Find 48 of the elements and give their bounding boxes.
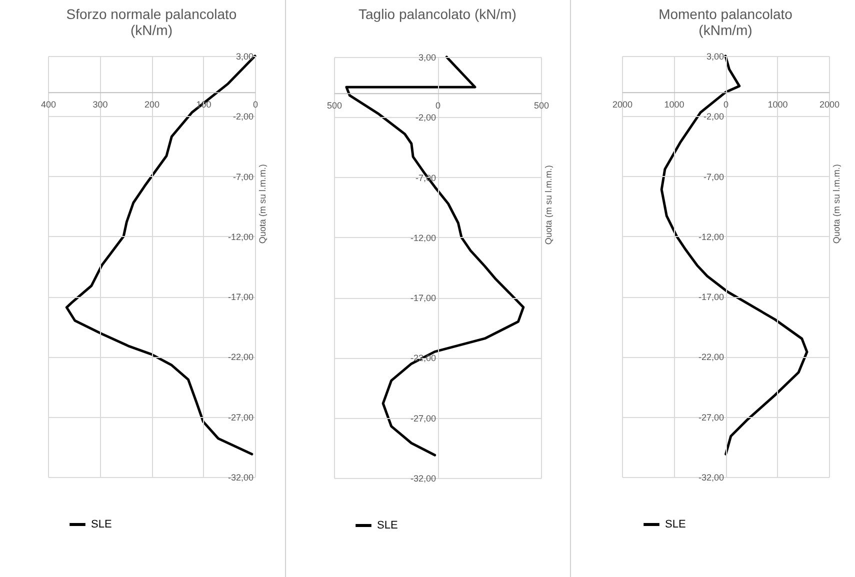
y-tick-label: -32,00 xyxy=(698,472,724,482)
chart-title: Sforzo normale palancolato (kN/m) xyxy=(66,6,237,38)
y-tick-label: -22,00 xyxy=(698,352,724,362)
y-tick-label: -32,00 xyxy=(228,472,254,482)
chart-title: Momento palancolato (kNm/m) xyxy=(658,6,793,38)
y-tick-label: -27,00 xyxy=(228,412,254,422)
y-tick-label: -17,00 xyxy=(698,292,724,302)
y-axis-title: Quota (m su l.m.m.) xyxy=(258,164,268,244)
y-tick-label: -17,00 xyxy=(228,292,254,302)
y-tick-label: -7,00 xyxy=(703,172,724,182)
x-tick-label: 1000 xyxy=(664,100,684,110)
y-tick-label: 3,00 xyxy=(418,52,436,62)
legend-label: SLE xyxy=(377,520,398,532)
line-series xyxy=(660,54,808,456)
x-tick-label: 400 xyxy=(40,100,56,110)
y-tick-label: -12,00 xyxy=(698,232,724,242)
x-tick-label: 500 xyxy=(534,100,550,111)
x-tick-label: 300 xyxy=(92,100,108,110)
y-tick-label: -17,00 xyxy=(410,293,436,304)
y-tick-label: -27,00 xyxy=(698,412,724,422)
chart-title: Taglio palancolato (kN/m) xyxy=(358,6,516,22)
line-series xyxy=(345,56,525,456)
x-tick-label: 0 xyxy=(435,100,441,111)
y-tick-label: 3,00 xyxy=(706,52,724,62)
x-tick-label: 0 xyxy=(252,100,258,110)
y-axis-title: Quota (m su l.m.m.) xyxy=(832,164,842,244)
x-tick-label: 2000 xyxy=(819,100,840,110)
y-tick-label: -7,00 xyxy=(232,172,254,182)
x-tick-label: 2000 xyxy=(612,100,633,110)
y-axis-title: Quota (m su l.m.m.) xyxy=(544,165,554,245)
x-tick-label: 0 xyxy=(723,100,729,110)
x-tick-label: 1000 xyxy=(768,100,788,110)
y-tick-label: -27,00 xyxy=(410,413,436,424)
y-tick-label: -22,00 xyxy=(410,353,436,364)
x-tick-label: 200 xyxy=(144,100,160,110)
x-tick-label: 500 xyxy=(326,100,342,111)
y-tick-label: -2,00 xyxy=(703,112,724,122)
y-tick-label: -2,00 xyxy=(415,112,436,123)
y-tick-label: -12,00 xyxy=(410,232,436,243)
y-tick-label: -7,00 xyxy=(415,172,436,183)
y-tick-label: -12,00 xyxy=(228,232,254,242)
y-tick-label: 3,00 xyxy=(236,52,254,62)
legend-label: SLE xyxy=(665,518,686,530)
y-tick-label: -32,00 xyxy=(410,474,436,484)
legend-label: SLE xyxy=(91,518,112,530)
y-tick-label: -2,00 xyxy=(232,112,254,122)
y-tick-label: -22,00 xyxy=(228,352,254,362)
line-series xyxy=(65,54,256,456)
